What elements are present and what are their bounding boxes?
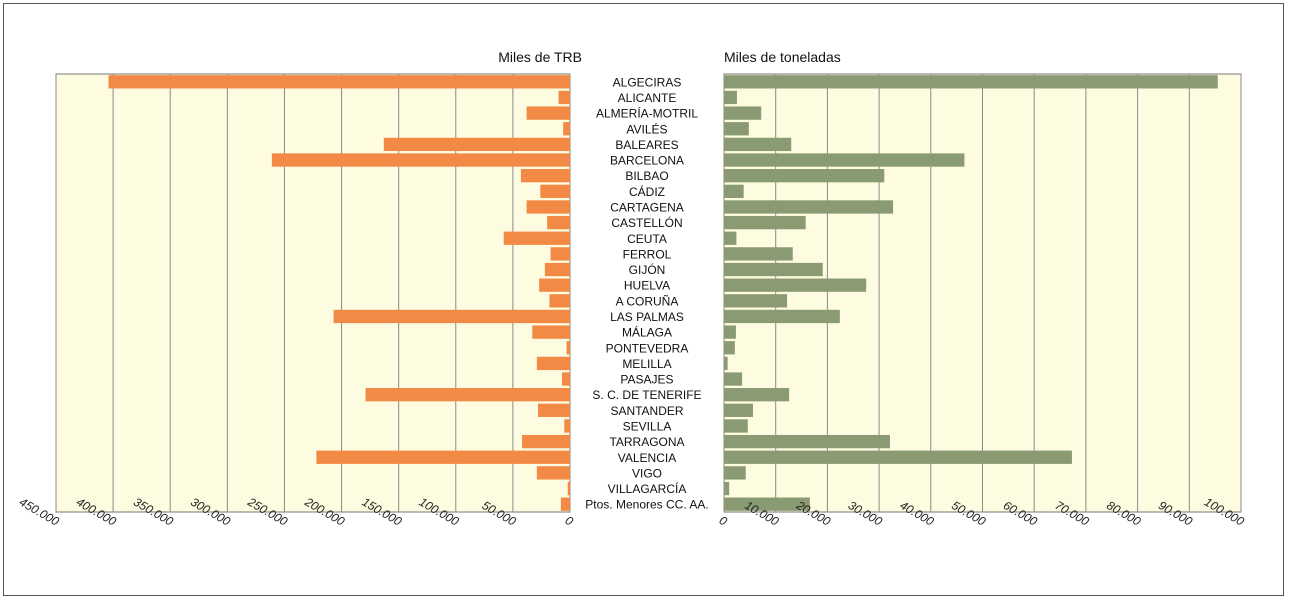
bar-trb-14 xyxy=(549,294,570,308)
category-label-11: FERROL xyxy=(623,247,672,261)
bar-trb-19 xyxy=(562,372,570,386)
bar-toneladas-21 xyxy=(724,403,753,417)
bar-trb-12 xyxy=(544,262,570,277)
bar-trb-20 xyxy=(365,388,570,402)
tick-label-toneladas-0: 0 xyxy=(717,513,730,529)
tick-label-trb-9: 450.000 xyxy=(17,495,62,529)
bar-trb-16 xyxy=(532,325,570,339)
category-label-3: AVILÉS xyxy=(626,121,667,136)
category-label-14: A CORUÑA xyxy=(616,294,679,308)
category-label-21: SANTANDER xyxy=(610,404,683,418)
bar-trb-4 xyxy=(383,137,570,152)
category-label-19: PASAJES xyxy=(620,373,673,387)
bar-toneladas-5 xyxy=(724,153,965,167)
category-label-2: ALMERÍA-MOTRIL xyxy=(596,106,698,121)
bar-trb-21 xyxy=(538,403,570,417)
bar-trb-22 xyxy=(564,419,570,433)
bar-toneladas-12 xyxy=(724,262,823,277)
bar-trb-8 xyxy=(526,200,570,214)
category-label-1: ALICANTE xyxy=(618,91,677,105)
bar-trb-3 xyxy=(563,122,570,136)
bar-trb-10 xyxy=(503,231,570,245)
bar-toneladas-23 xyxy=(724,434,890,449)
category-label-27: Ptos. Menores CC. AA. xyxy=(585,498,708,512)
category-label-22: SEVILLA xyxy=(623,419,672,433)
category-label-6: BILBAO xyxy=(625,169,668,183)
bar-trb-27 xyxy=(560,497,570,511)
bar-toneladas-2 xyxy=(724,106,762,120)
category-label-8: CARTAGENA xyxy=(610,200,684,214)
bar-toneladas-14 xyxy=(724,294,788,308)
bar-toneladas-0 xyxy=(724,75,1218,89)
bar-toneladas-17 xyxy=(724,341,735,355)
bar-toneladas-26 xyxy=(724,481,730,496)
bar-trb-13 xyxy=(539,278,570,292)
bar-toneladas-13 xyxy=(724,278,867,292)
bar-toneladas-20 xyxy=(724,388,790,402)
category-label-20: S. C. DE TENERIFE xyxy=(592,388,701,402)
category-label-25: VIGO xyxy=(632,466,662,480)
panel-title-trb: Miles de TRB xyxy=(498,49,582,65)
category-label-16: MÁLAGA xyxy=(622,325,672,340)
category-label-10: CEUTA xyxy=(627,232,667,246)
chart-frame: 0 50.000 100.000 150.000 200.000 250.000 300.0… xyxy=(3,3,1284,596)
category-label-9: CASTELLÓN xyxy=(611,215,682,230)
category-label-4: BALEARES xyxy=(615,138,678,152)
bar-trb-26 xyxy=(567,481,570,496)
tick-label-trb-0: 0 xyxy=(563,513,576,529)
category-label-12: GIJÓN xyxy=(629,262,666,277)
bar-toneladas-25 xyxy=(724,466,746,480)
back-to-back-bar-chart: 050.000100.000150.000200.000250.000300.0… xyxy=(17,49,1247,529)
bar-toneladas-9 xyxy=(724,215,806,230)
category-label-23: TARRAGONA xyxy=(609,435,684,449)
bar-trb-25 xyxy=(536,466,570,480)
bar-toneladas-27 xyxy=(724,497,810,511)
bar-toneladas-10 xyxy=(724,231,737,245)
bar-trb-2 xyxy=(526,106,570,120)
bar-trb-6 xyxy=(520,169,570,183)
panel-title-toneladas: Miles de toneladas xyxy=(724,49,841,65)
bar-toneladas-19 xyxy=(724,372,743,386)
category-label-18: MELILLA xyxy=(622,357,671,371)
bar-toneladas-24 xyxy=(724,450,1072,464)
category-label-15: LAS PALMAS xyxy=(610,310,684,324)
bar-trb-5 xyxy=(271,153,570,167)
bar-trb-9 xyxy=(547,215,570,230)
bar-trb-23 xyxy=(522,434,570,449)
bar-toneladas-7 xyxy=(724,184,744,198)
bar-toneladas-4 xyxy=(724,137,792,152)
bar-trb-24 xyxy=(316,450,570,464)
category-label-13: HUELVA xyxy=(624,279,670,293)
category-label-5: BARCELONA xyxy=(610,154,684,168)
bar-toneladas-11 xyxy=(724,247,793,261)
category-label-26: VILLAGARCÍA xyxy=(608,481,687,496)
bar-toneladas-22 xyxy=(724,419,748,433)
bar-toneladas-1 xyxy=(724,90,737,105)
bar-toneladas-6 xyxy=(724,169,885,183)
bar-trb-17 xyxy=(566,341,570,355)
bar-toneladas-8 xyxy=(724,200,894,214)
bar-toneladas-3 xyxy=(724,122,749,136)
bar-toneladas-18 xyxy=(724,356,728,371)
category-label-17: PONTEVEDRA xyxy=(606,341,689,355)
category-label-24: VALENCIA xyxy=(618,451,676,465)
category-label-0: ALGECIRAS xyxy=(613,75,682,89)
bar-toneladas-16 xyxy=(724,325,736,339)
bar-trb-0 xyxy=(108,75,570,89)
bar-trb-1 xyxy=(558,90,570,105)
bar-trb-15 xyxy=(333,309,570,324)
bar-trb-18 xyxy=(536,356,570,371)
category-label-7: CÁDIZ xyxy=(629,184,665,199)
bar-trb-11 xyxy=(550,247,570,261)
bar-trb-7 xyxy=(540,184,570,198)
bar-toneladas-15 xyxy=(724,309,840,324)
